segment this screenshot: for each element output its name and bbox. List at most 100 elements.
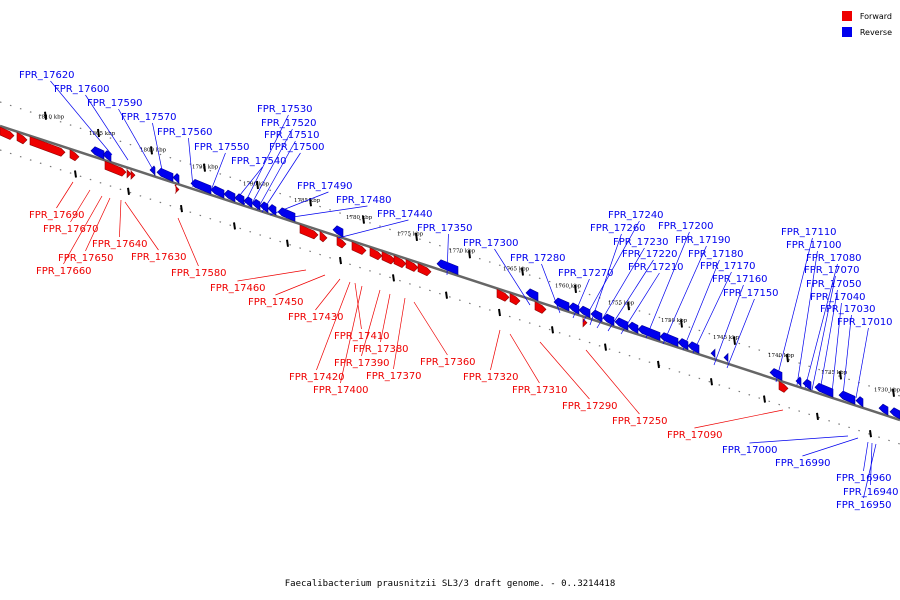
scale-tick xyxy=(574,284,577,293)
gene-label: FPR_17630 xyxy=(131,252,187,263)
gene-block xyxy=(223,189,236,203)
scale-tick xyxy=(203,163,206,172)
leader-line xyxy=(494,248,531,306)
scale-tick xyxy=(233,222,236,230)
scale-tick xyxy=(256,180,259,190)
gene-block xyxy=(130,169,136,180)
legend: Forward Reverse xyxy=(841,8,892,40)
gene-label: FPR_17380 xyxy=(353,344,409,355)
gene-block xyxy=(90,146,105,160)
scale-tick xyxy=(286,239,289,247)
upper-scale-track xyxy=(0,101,900,397)
scale-tick xyxy=(604,343,607,351)
legend-reverse: Reverse xyxy=(841,24,892,40)
scale-tick xyxy=(733,336,736,345)
kbp-label: 1755 kbp xyxy=(608,301,635,307)
leader-line xyxy=(589,233,622,326)
legend-reverse-label: Reverse xyxy=(859,27,892,37)
leader-line xyxy=(796,250,818,386)
label-leaders xyxy=(50,80,877,499)
leader-line xyxy=(572,278,590,319)
leader-line xyxy=(340,285,363,384)
gene-label: FPR_17070 xyxy=(804,265,860,276)
scale-tick xyxy=(44,111,47,120)
gene-block xyxy=(104,160,127,177)
leader-line xyxy=(85,94,129,161)
leader-line xyxy=(209,152,226,194)
gene-block xyxy=(889,407,900,420)
scale-tick xyxy=(657,360,660,369)
scale-tick xyxy=(763,395,766,403)
leader-line xyxy=(694,409,784,429)
gene-label: FPR_17640 xyxy=(92,239,148,250)
leader-line xyxy=(811,275,836,391)
gene-block xyxy=(509,293,521,306)
gene-label: FPR_17170 xyxy=(700,261,756,272)
leader-line xyxy=(596,247,645,329)
leader-line xyxy=(509,333,540,384)
scale-tick xyxy=(839,371,842,380)
gene-label: FPR_17360 xyxy=(420,357,476,368)
gene-label: FPR_17370 xyxy=(366,371,422,382)
gene-label: FPR_17050 xyxy=(806,279,862,290)
kbp-label: 1775 kbp xyxy=(397,232,424,238)
leader-line xyxy=(804,263,838,389)
leader-line xyxy=(585,349,640,415)
gene-label: FPR_17400 xyxy=(313,385,369,396)
gene-label: FPR_17030 xyxy=(820,304,876,315)
leader-line xyxy=(775,237,813,383)
gene-label: FPR_17690 xyxy=(29,210,85,221)
leader-line xyxy=(70,189,91,223)
gene-label: FPR_17510 xyxy=(264,130,320,141)
gene-block xyxy=(553,297,570,312)
leader-line xyxy=(243,114,289,206)
leader-line xyxy=(119,199,122,238)
gene-block xyxy=(795,376,802,388)
kbp-label: 1785 kbp xyxy=(294,198,321,204)
gene-label: FPR_17260 xyxy=(590,223,646,234)
scale-tick xyxy=(74,170,77,178)
forward-swatch xyxy=(841,11,852,21)
gene-label: FPR_16960 xyxy=(836,473,892,484)
scale-tick xyxy=(786,353,789,363)
leader-line xyxy=(118,108,153,169)
gene-label: FPR_17180 xyxy=(688,249,744,260)
gene-label: FPR_17460 xyxy=(210,283,266,294)
gene-block xyxy=(149,165,156,177)
lower-scale-track xyxy=(0,149,900,445)
leader-line xyxy=(842,314,852,396)
gene-block xyxy=(319,230,328,243)
leader-line xyxy=(490,329,501,371)
leader-line xyxy=(541,263,561,314)
gene-label: FPR_17210 xyxy=(628,262,684,273)
gene-labels: FPR_17620 FPR_17600 FPR_17590 FPR_17570 FPR_… xyxy=(19,70,899,511)
genome-caption: Faecalibacterium prausnitzii SL3/3 draft… xyxy=(284,579,616,589)
leader-line xyxy=(354,282,362,330)
scale-tick xyxy=(127,187,130,195)
gene-label: FPR_17560 xyxy=(157,127,213,138)
tick-marks xyxy=(44,111,895,438)
gene-block xyxy=(267,204,277,216)
scale-tick xyxy=(392,274,395,282)
leader-line xyxy=(235,166,263,201)
leader-line xyxy=(269,191,329,216)
gene-label: FPR_17500 xyxy=(269,142,325,153)
gene-block xyxy=(855,396,864,408)
leader-line xyxy=(802,437,859,457)
gene-block xyxy=(723,352,729,363)
gene-label: FPR_17350 xyxy=(417,223,473,234)
scale-tick xyxy=(468,250,471,259)
gene-label: FPR_17240 xyxy=(608,210,664,221)
leader-line xyxy=(662,245,707,345)
gene-block xyxy=(525,288,539,302)
leader-line xyxy=(85,197,111,252)
gene-label: FPR_17270 xyxy=(558,268,614,279)
leader-line xyxy=(315,278,341,311)
gene-label: FPR_17620 xyxy=(19,70,75,81)
gene-label: FPR_17670 xyxy=(43,224,99,235)
gene-block xyxy=(534,301,547,314)
gene-block xyxy=(243,196,253,208)
gene-block xyxy=(878,403,889,416)
leader-line xyxy=(256,140,296,211)
leader-line xyxy=(275,274,326,296)
